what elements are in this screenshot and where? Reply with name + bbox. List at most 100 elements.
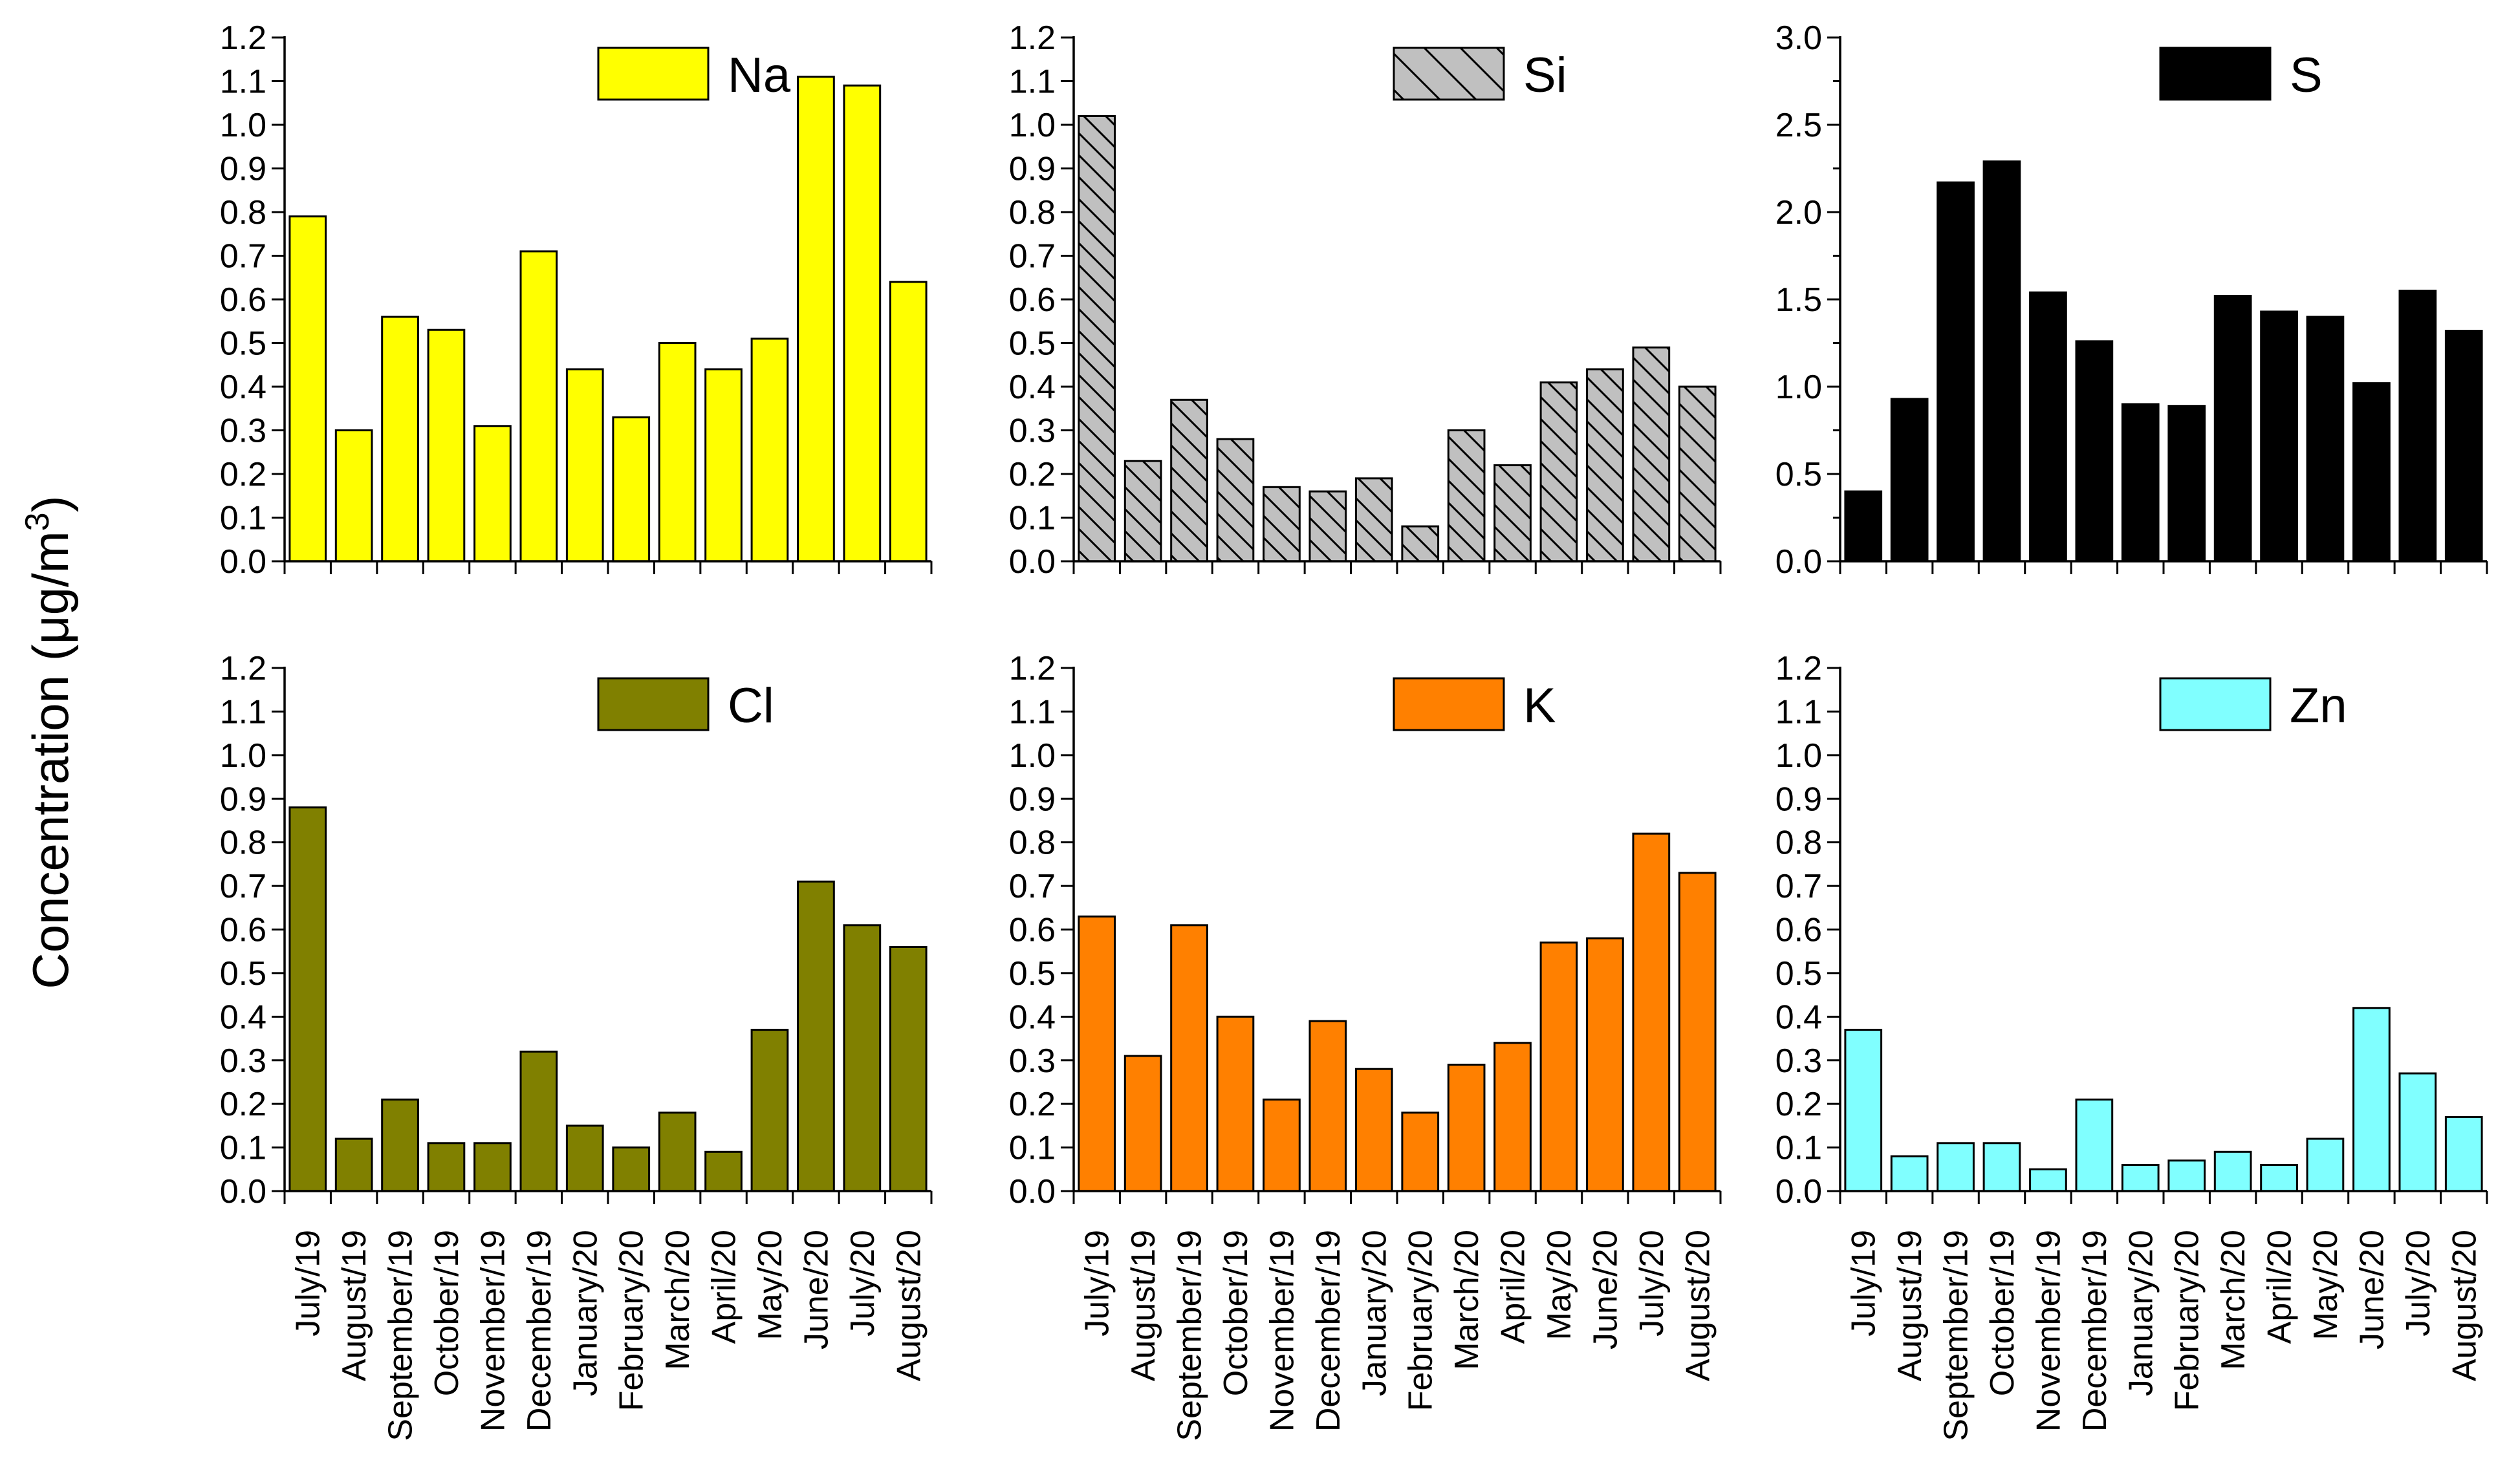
y-tick-label: 1.2 (220, 19, 266, 57)
bar-cl-4 (473, 1142, 512, 1192)
legend-swatch-na (597, 47, 710, 101)
bar-s-0 (1844, 490, 1883, 563)
bar-na-2 (381, 316, 419, 563)
y-tick-label: 1.2 (1775, 650, 1822, 687)
x-tick-label: January/20 (2122, 1230, 2160, 1396)
x-tick-label: May/20 (2307, 1230, 2345, 1340)
y-tick-label: 2.5 (1775, 107, 1822, 144)
bar-si-11 (1586, 368, 1624, 563)
bar-na-3 (427, 328, 466, 563)
y-tick-label: 0.8 (1009, 194, 1056, 231)
y-tick-label: 0.0 (220, 543, 266, 581)
y-tick-label: 0.5 (220, 955, 266, 993)
y-tick-label: 0.0 (1009, 1173, 1056, 1210)
x-tick-label: May/20 (752, 1230, 789, 1340)
y-axis-title-main: Concentration ( (22, 644, 79, 989)
bar-s-7 (2167, 405, 2206, 563)
x-tick-label: May/20 (1541, 1230, 1578, 1340)
y-tick-label: 0.4 (1009, 998, 1056, 1036)
bar-si-9 (1493, 464, 1532, 563)
legend-label-si: Si (1523, 48, 1567, 103)
bar-k-9 (1493, 1042, 1532, 1192)
bar-cl-3 (427, 1142, 466, 1192)
y-tick-label: 0.3 (1775, 1042, 1822, 1080)
bar-na-12 (843, 84, 882, 563)
y-tick-label: 0.2 (220, 1086, 266, 1123)
bar-k-7 (1401, 1112, 1440, 1192)
x-tick-label: August/19 (1125, 1230, 1162, 1381)
bar-na-5 (519, 250, 558, 563)
bar-k-10 (1539, 941, 1578, 1192)
y-axis-title-unit: g/m (22, 531, 79, 615)
y-tick-label: 0.0 (220, 1173, 266, 1210)
x-tick-label: April/20 (2261, 1230, 2299, 1344)
bar-cl-9 (704, 1150, 743, 1192)
y-tick-label: 1.0 (220, 107, 266, 144)
bar-zn-9 (2260, 1164, 2298, 1192)
y-tick-label: 0.8 (1009, 824, 1056, 862)
y-tick-label: 0.4 (220, 998, 266, 1036)
x-tick-label: March/20 (2215, 1230, 2252, 1370)
legend-swatch-k (1393, 677, 1505, 731)
y-tick-label: 0.5 (1009, 325, 1056, 363)
legend-swatch-s (2159, 47, 2272, 101)
y-tick-label: 0.3 (1009, 1042, 1056, 1080)
x-tick-label: August/19 (336, 1230, 373, 1381)
y-tick-label: 1.0 (220, 737, 266, 775)
x-tick-label: March/20 (659, 1230, 697, 1370)
bar-s-11 (2352, 382, 2391, 563)
bar-cl-8 (658, 1112, 697, 1192)
y-tick-label: 0.9 (220, 780, 266, 818)
y-tick-label: 1.5 (1775, 281, 1822, 319)
y-tick-label: 0.3 (1009, 413, 1056, 450)
bar-cl-2 (381, 1098, 419, 1192)
y-tick-label: 0.7 (1009, 238, 1056, 275)
y-tick-label: 0.1 (1009, 500, 1056, 537)
bar-na-0 (288, 215, 327, 563)
y-tick-label: 0.5 (1775, 456, 1822, 493)
bar-si-4 (1263, 486, 1301, 563)
y-tick-label: 0.2 (1009, 456, 1056, 493)
x-tick-label: September/19 (382, 1230, 420, 1441)
bar-zn-13 (2444, 1115, 2483, 1192)
y-tick-label: 0.0 (1775, 1173, 1822, 1210)
bar-zn-0 (1844, 1029, 1883, 1192)
bar-s-9 (2260, 310, 2298, 563)
bar-cl-11 (797, 880, 835, 1192)
bar-s-13 (2444, 330, 2483, 563)
panel-na: 0.0 0.1 0.2 0.3 0.4 0.5 0.6 0.7 0.8 0.9 1.0 1.1 1.2 N… (220, 19, 933, 581)
y-tick-label: 1.1 (220, 63, 266, 101)
y-tick-label: 0.3 (220, 413, 266, 450)
x-tick-label: August/20 (1679, 1230, 1717, 1381)
bar-s-8 (2213, 295, 2252, 563)
x-tick-label: December/19 (521, 1230, 558, 1432)
bar-na-8 (658, 342, 697, 563)
y-tick-label: 0.0 (1775, 543, 1822, 581)
y-tick-label: 0.8 (220, 194, 266, 231)
y-tick-label: 0.6 (1009, 281, 1056, 319)
x-tick-label: August/19 (1891, 1230, 1929, 1381)
x-tick-label: June/20 (2353, 1230, 2391, 1350)
bar-s-3 (1982, 160, 2021, 563)
bar-k-1 (1123, 1055, 1162, 1192)
y-tick-label: 1.1 (1009, 63, 1056, 101)
y-tick-label: 1.0 (1009, 107, 1056, 144)
bar-si-7 (1401, 525, 1440, 563)
y-tick-label: 0.9 (1009, 780, 1056, 818)
bar-cl-6 (565, 1124, 604, 1192)
bar-na-7 (612, 416, 651, 563)
bar-cl-1 (334, 1137, 373, 1192)
x-tick-label: January/20 (1356, 1230, 1393, 1396)
bar-k-6 (1354, 1068, 1393, 1192)
x-tick-label: January/20 (567, 1230, 604, 1396)
y-tick-label: 1.2 (1009, 19, 1056, 57)
bar-cl-13 (889, 946, 928, 1192)
bar-zn-12 (2398, 1072, 2437, 1192)
legend-label-zn: Zn (2290, 678, 2347, 733)
y-tick-label: 0.2 (1009, 1086, 1056, 1123)
bar-zn-6 (2121, 1164, 2160, 1192)
x-tick-label: July/20 (844, 1230, 882, 1337)
y-tick-label: 0.7 (220, 238, 266, 275)
y-tick-label: 0.1 (1009, 1130, 1056, 1167)
y-tick-label: 0.5 (220, 325, 266, 363)
